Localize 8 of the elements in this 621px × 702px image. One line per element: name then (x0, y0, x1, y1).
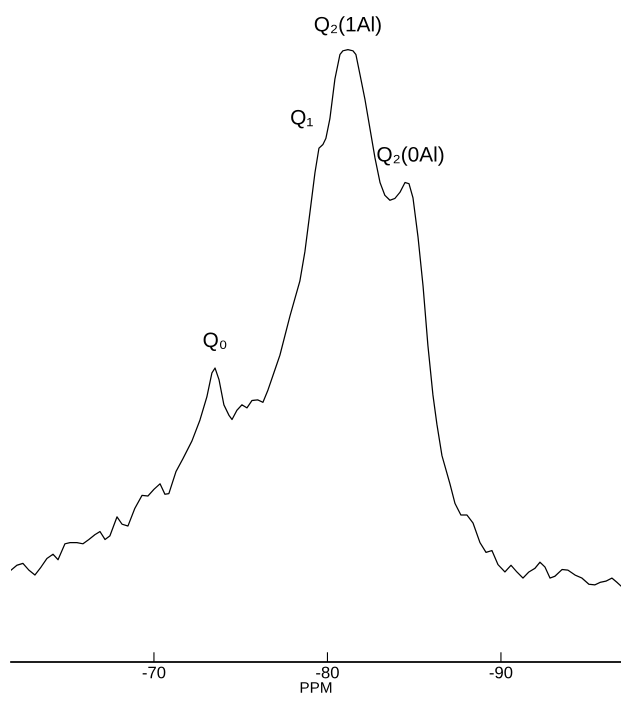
x-axis-title: PPM (300, 682, 332, 693)
x-tick-label: -80 (316, 666, 339, 678)
annotation: Q₂(1Al) (314, 16, 381, 36)
x-tick-label: -70 (142, 666, 166, 678)
annotation: Q₂(0Al) (377, 146, 444, 166)
x-tick-label: -90 (490, 666, 512, 678)
annotation: Q₀ (204, 332, 226, 351)
annotation: Q₁ (291, 110, 313, 128)
